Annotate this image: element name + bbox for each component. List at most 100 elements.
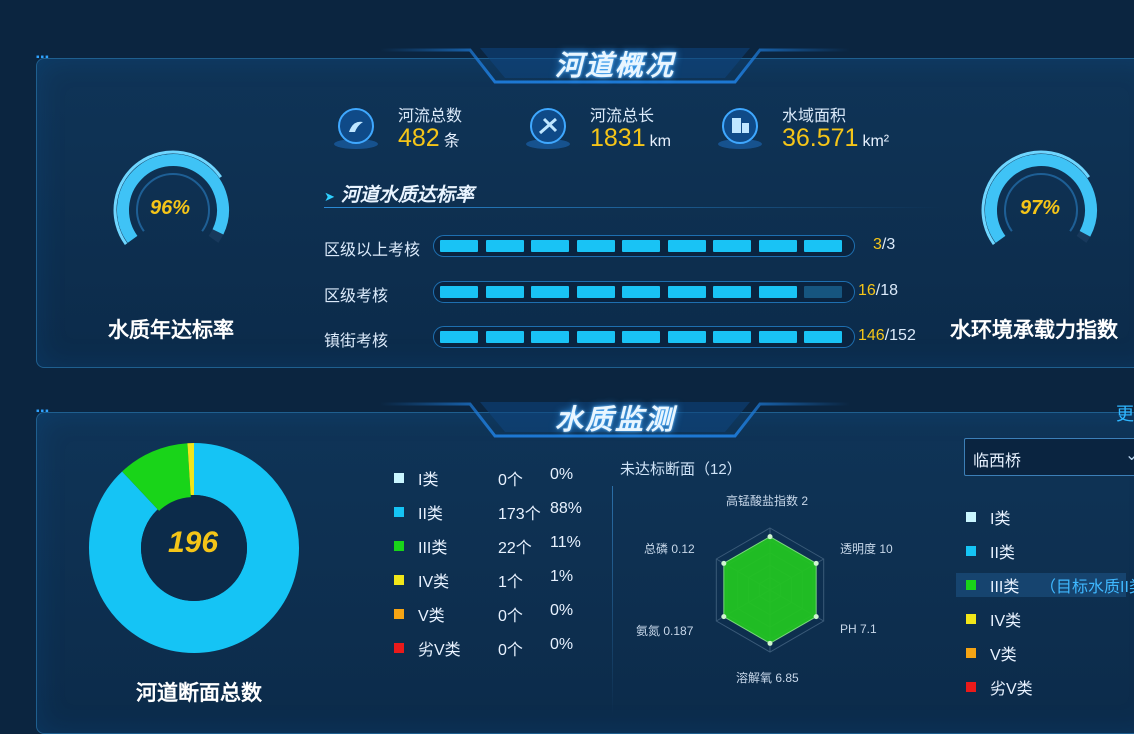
legend-name: 劣V类 — [418, 636, 461, 660]
legend-count: 0个 — [498, 466, 523, 490]
progress-segment — [668, 286, 706, 298]
right-legend-row[interactable]: V类 — [964, 641, 1134, 665]
legend-percent: 0% — [550, 636, 573, 654]
station-select[interactable]: 临西桥 ⌄ — [964, 438, 1134, 476]
legend-name: V类 — [990, 641, 1017, 665]
stat-label: 河流总长 — [590, 102, 654, 126]
river-count-icon — [333, 104, 379, 150]
right-legend-row[interactable]: II类 — [964, 539, 1134, 563]
legend-count: 0个 — [498, 602, 523, 626]
progress-segment — [804, 331, 842, 343]
target-quality-note: （目标水质II类 — [1040, 573, 1134, 597]
legend-swatch — [966, 546, 976, 556]
overview-title: 河道概况 — [380, 44, 850, 84]
legend-name: V类 — [418, 602, 445, 626]
compliance-count: 146/152 — [858, 327, 916, 345]
radar-point — [768, 534, 773, 539]
gauge-value: 97% — [1010, 197, 1070, 220]
progress-segment — [713, 331, 751, 343]
legend-swatch — [966, 648, 976, 658]
progress-segment — [804, 240, 842, 252]
donut-label: 河道断面总数 — [136, 677, 262, 707]
station-select-value: 临西桥 — [973, 447, 1021, 471]
legend-name: III类 — [990, 573, 1019, 597]
compliance-count-total: /3 — [882, 236, 895, 253]
progress-segment — [577, 240, 615, 252]
legend-name: IV类 — [418, 568, 449, 592]
compliance-row-label: 区级考核 — [324, 282, 388, 306]
progress-segment — [713, 286, 751, 298]
compliance-count-done: 16 — [858, 282, 876, 299]
radar-point — [768, 641, 773, 646]
legend-name: II类 — [418, 500, 443, 524]
progress-segment — [531, 286, 569, 298]
legend-name: 劣V类 — [990, 675, 1033, 699]
progress-segment — [622, 286, 660, 298]
monitoring-title: 水质监测 — [380, 398, 850, 438]
progress-segment — [622, 240, 660, 252]
compliance-count: 16/18 — [858, 282, 898, 300]
radar-series-area — [724, 537, 816, 644]
radar-label: 透明度 10 — [840, 540, 893, 557]
legend-swatch — [394, 473, 404, 483]
compliance-progress-bar — [433, 326, 855, 348]
progress-segment — [577, 331, 615, 343]
compliance-divider — [324, 207, 944, 208]
legend-percent: 88% — [550, 500, 582, 518]
compliance-count-done: 3 — [873, 236, 882, 253]
progress-segment — [486, 286, 524, 298]
river-length-icon — [525, 104, 571, 150]
gauge-value: 96% — [140, 197, 200, 220]
progress-segment — [713, 240, 751, 252]
radar-label: 总磷 0.12 — [644, 540, 695, 557]
compliance-title: ➤河道水质达标率 — [324, 180, 474, 207]
legend-swatch — [394, 643, 404, 653]
more-link[interactable]: 更 — [1116, 400, 1134, 426]
progress-segment — [440, 240, 478, 252]
compliance-count-total: /18 — [876, 282, 898, 299]
donut-segment — [140, 469, 189, 490]
legend-count: 1个 — [498, 568, 523, 592]
legend-row: 劣V类 0个 0% — [392, 636, 602, 660]
progress-segment — [577, 286, 615, 298]
progress-segment — [486, 240, 524, 252]
progress-segment — [440, 286, 478, 298]
stat-label: 河流总数 — [398, 102, 462, 126]
radar-point — [814, 561, 819, 566]
radar-label: 溶解氧 6.85 — [736, 669, 799, 686]
right-legend-row[interactable]: I类 — [964, 505, 1134, 529]
radar-divider — [612, 486, 613, 716]
right-legend-row[interactable]: IV类 — [964, 607, 1134, 631]
compliance-count-done: 146 — [858, 327, 885, 344]
progress-segment — [440, 331, 478, 343]
progress-segment — [759, 286, 797, 298]
chevron-right-icon: ➤ — [324, 189, 335, 204]
overview-title-banner: 河道概况 — [380, 42, 850, 86]
progress-segment — [668, 240, 706, 252]
monitoring-title-banner: 水质监测 — [380, 396, 850, 440]
legend-swatch — [394, 507, 404, 517]
radar-title: 未达标断面（12） — [620, 458, 742, 479]
legend-percent: 0% — [550, 602, 573, 620]
legend-count: 0个 — [498, 636, 523, 660]
radar-label: 氨氮 0.187 — [636, 622, 693, 639]
progress-segment — [531, 240, 569, 252]
gauge-label: 水质年达标率 — [108, 314, 234, 344]
right-legend-row[interactable]: III类（目标水质II类 — [956, 573, 1126, 597]
legend-row: IV类 1个 1% — [392, 568, 602, 592]
legend-row: V类 0个 0% — [392, 602, 602, 626]
radar-label: 高锰酸盐指数 2 — [726, 492, 808, 509]
legend-percent: 11% — [550, 534, 581, 552]
right-legend-row[interactable]: 劣V类 — [964, 675, 1134, 699]
legend-swatch — [394, 609, 404, 619]
legend-swatch — [966, 512, 976, 522]
legend-swatch — [394, 575, 404, 585]
water-area-icon — [717, 104, 763, 150]
progress-segment — [668, 331, 706, 343]
legend-percent: 1% — [550, 568, 573, 586]
legend-count: 173个 — [498, 500, 541, 524]
radar-point — [814, 614, 819, 619]
